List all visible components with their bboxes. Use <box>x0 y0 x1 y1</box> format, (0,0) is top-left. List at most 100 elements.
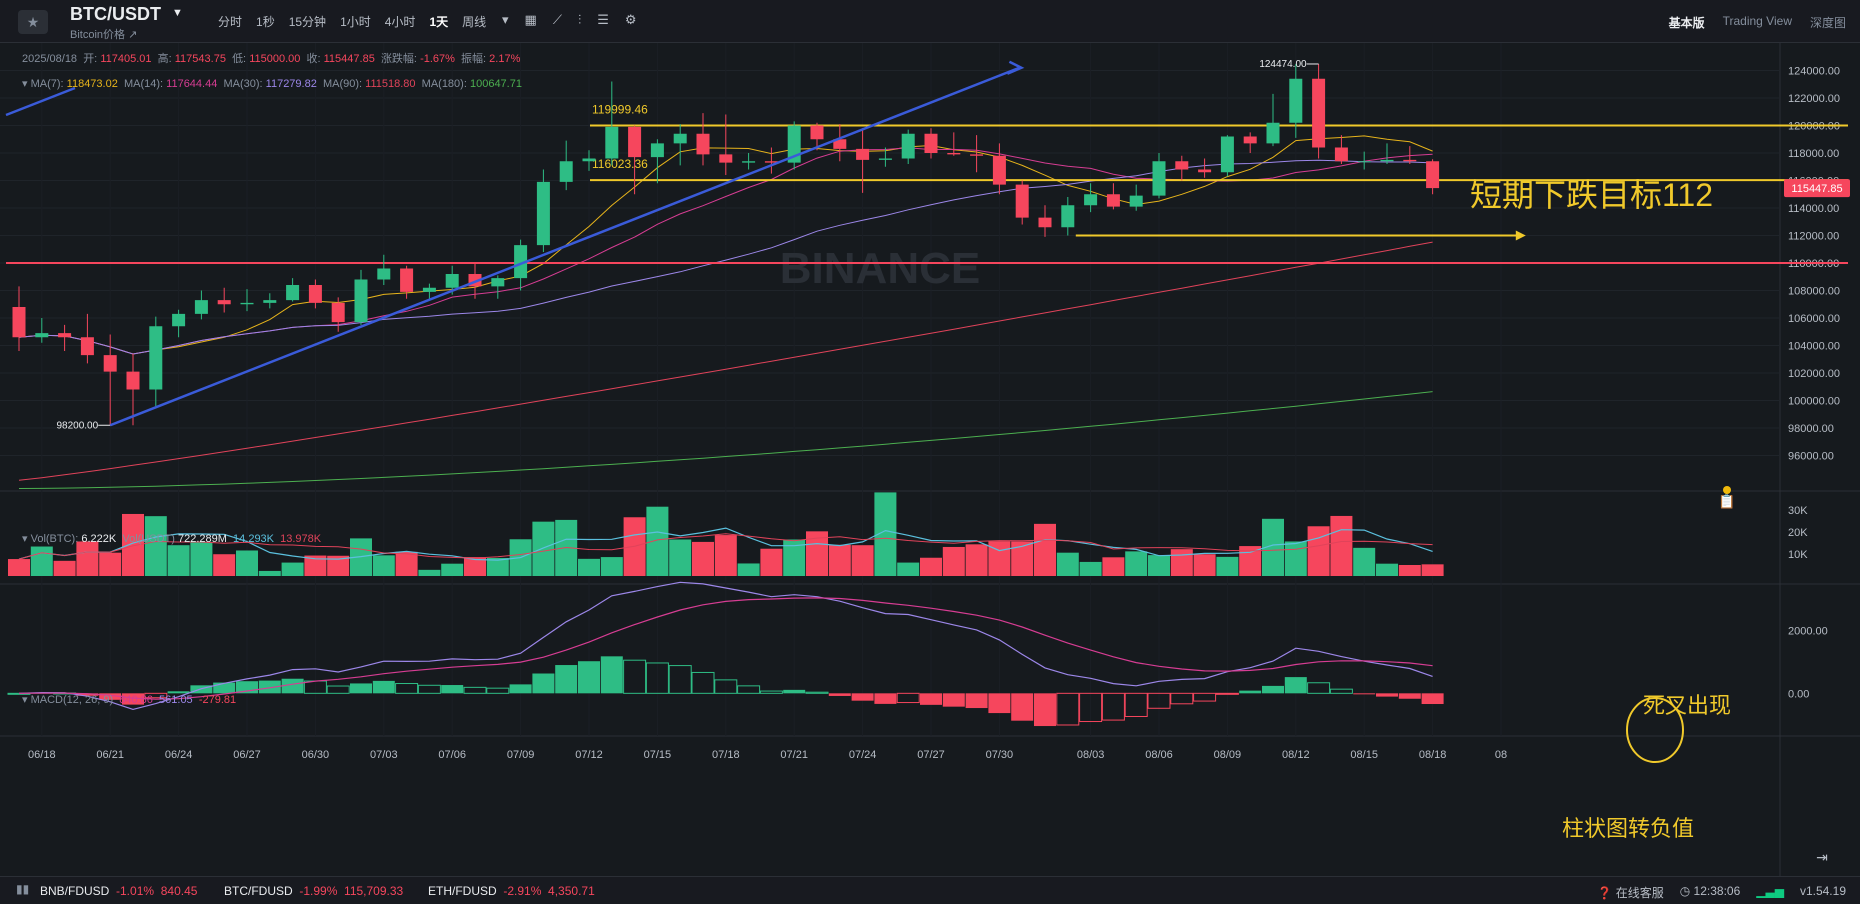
volume-bar <box>167 545 190 576</box>
macd-histogram-bar <box>1034 693 1056 727</box>
x-tick-label: 08 <box>1495 749 1507 761</box>
trend-arrowhead <box>1006 60 1025 75</box>
low-label: 低: <box>232 53 247 65</box>
peak-label: 124474.00 <box>1259 59 1307 70</box>
macd-histogram-bar <box>828 693 851 696</box>
collapse-icon[interactable]: ▾ <box>22 694 28 706</box>
volume-bar <box>851 545 874 576</box>
candle-body <box>947 153 961 155</box>
x-tick-label: 07/12 <box>575 749 603 761</box>
favorite-star-icon[interactable]: ★ <box>18 10 48 34</box>
volume-bar <box>532 521 555 576</box>
volume-legend[interactable]: ▾ Vol(BTC): 6.222K Vol(USDT) 722.289M 14… <box>22 532 321 545</box>
symbol-title[interactable]: BTC/USDT <box>70 4 161 24</box>
amplitude-value: 2.17% <box>489 53 521 65</box>
view-2[interactable]: 深度图 <box>1809 16 1846 30</box>
interval-3[interactable]: 1小时 <box>340 15 371 29</box>
candle-body <box>1243 136 1257 144</box>
low-value: 115000.00 <box>249 53 301 65</box>
volume-bar <box>190 541 213 576</box>
volume-bar <box>874 492 897 576</box>
view-1[interactable]: Trading View <box>1722 14 1792 28</box>
price-tick-label: 104000.00 <box>1788 341 1840 353</box>
vol-usdt-value: 722.289M <box>177 533 227 545</box>
ma30-label: MA(30): <box>223 78 263 90</box>
ma-legend[interactable]: ▾ MA(7): 118473.02 MA(14): 117644.44 MA(… <box>22 77 522 90</box>
top-toolbar: ★ BTC/USDT ▼ Bitcoin价格 ↗ 分时 1秒 15分钟 1小时 4小时 1… <box>0 0 1860 43</box>
volume-bar <box>1353 547 1376 576</box>
chevron-down-icon[interactable]: ▾ <box>502 12 509 27</box>
macd-histogram-bar <box>600 656 623 694</box>
macd-legend[interactable]: ▾ MACD(12, 26, 9) 840.86 561.05 -279.81 <box>22 693 236 706</box>
layout-icon[interactable]: ☰ <box>597 12 609 27</box>
candle-body <box>126 371 140 390</box>
high-label: 高: <box>157 53 172 65</box>
volume-bar <box>30 546 53 576</box>
bottom-status-bar: ▮▮ BNB/FDUSD -1.01% 840.45 BTC/FDUSD -1.… <box>0 876 1860 904</box>
x-tick-label: 07/24 <box>849 749 877 761</box>
connection-icon: ▁▃▅ <box>1756 884 1784 898</box>
view-0[interactable]: 基本版 <box>1668 16 1705 30</box>
x-tick-label: 07/09 <box>507 749 535 761</box>
chart-background <box>0 43 1860 876</box>
indicator-icon[interactable]: ⟋ <box>552 12 562 27</box>
x-tick-label: 07/03 <box>370 749 398 761</box>
macd-histogram-bar <box>714 679 738 694</box>
macd-histogram-bar <box>737 685 761 694</box>
volume-bar <box>99 552 122 576</box>
macd-histogram-bar <box>213 682 236 694</box>
trend-line <box>109 66 1020 427</box>
vol-btc-label: Vol(BTC): <box>30 533 79 545</box>
volume-ma-line <box>18 527 1433 561</box>
macd-histogram-bar <box>144 692 168 699</box>
interval-2[interactable]: 15分钟 <box>288 15 327 29</box>
candle-type-icon[interactable]: ⫶ <box>577 12 582 27</box>
macd-histogram-bar <box>965 693 988 709</box>
current-price-tag <box>1784 179 1850 198</box>
price-tick-label: 106000.00 <box>1788 313 1840 325</box>
calendar-icon[interactable]: ▦ <box>524 12 537 27</box>
macd-histogram-bar <box>1307 682 1331 694</box>
interval-5[interactable]: 1天 <box>429 15 449 29</box>
macd-histogram-bar <box>1353 693 1376 695</box>
high-value: 117543.75 <box>174 53 226 65</box>
interval-1[interactable]: 1秒 <box>256 15 275 29</box>
symbol-dropdown-icon[interactable]: ▼ <box>172 7 183 19</box>
interval-0[interactable]: 分时 <box>218 15 243 29</box>
volume-bar <box>1102 557 1125 576</box>
macd-histogram-bar <box>668 665 692 694</box>
volume-bar <box>1239 546 1262 576</box>
symbol-subtitle[interactable]: Bitcoin价格 ↗ <box>70 29 138 41</box>
volume-bar <box>281 562 304 576</box>
volume-bar <box>304 555 327 576</box>
trend-line-left <box>5 86 76 117</box>
ticker-bnb[interactable]: BNB/FDUSD -1.01% 840.45 <box>40 884 197 898</box>
interval-6[interactable]: 周线 <box>462 15 487 29</box>
interval-4[interactable]: 4小时 <box>384 15 416 29</box>
collapse-icon[interactable]: ▾ <box>22 78 28 90</box>
candle-body <box>422 287 436 292</box>
ma14-value: 117644.44 <box>166 78 218 90</box>
volume-bar <box>395 551 418 576</box>
macd-histogram-bar <box>1101 692 1125 721</box>
support-link[interactable]: ❓ 在线客服 <box>1597 884 1663 901</box>
interval-selector: 分时 1秒 15分钟 1小时 4小时 1天 周线 <box>218 13 486 30</box>
ma180-line <box>18 391 1433 489</box>
settings-icon[interactable]: ⚙ <box>624 12 637 27</box>
ma30-line <box>18 159 1433 355</box>
x-tick-label: 06/21 <box>96 749 124 761</box>
volume-bar <box>464 557 486 576</box>
support-label: 在线客服 <box>1615 886 1664 900</box>
ticker-btc[interactable]: BTC/FDUSD -1.99% 115,709.33 <box>224 884 403 898</box>
price-chart[interactable]: 96000.00 98000.00 100000.00 102000.00 104000… <box>0 43 1860 876</box>
collapse-icon[interactable]: ▾ <box>22 533 28 545</box>
macd-tick-label: 0.00 <box>1788 688 1809 700</box>
ma14-label: MA(14): <box>123 78 164 90</box>
candle-body <box>924 133 938 153</box>
ma90-value: 111518.80 <box>365 78 416 90</box>
ticker-eth[interactable]: ETH/FDUSD -2.91% 4,350.71 <box>428 884 595 898</box>
volume-bar <box>1216 556 1239 576</box>
open-label: 开: <box>83 53 98 65</box>
death-cross-label: 死叉出现 <box>1643 693 1731 718</box>
candle-body <box>856 148 870 160</box>
